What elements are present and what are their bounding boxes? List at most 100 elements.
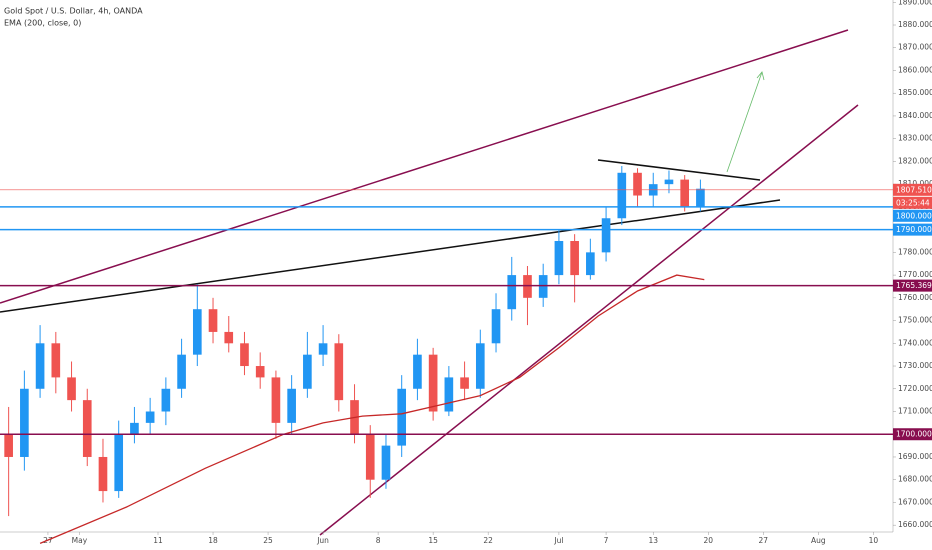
candle-body <box>82 400 92 457</box>
candle-body <box>4 434 13 457</box>
candle-body <box>271 377 281 423</box>
level-label-box <box>893 279 932 292</box>
candle-body <box>334 343 344 401</box>
y-tick-label: 1660.000 <box>898 520 932 529</box>
level-label-box <box>893 428 932 441</box>
x-tick-label: 13 <box>648 536 658 545</box>
candle-body <box>35 343 45 389</box>
y-tick-label: 1740.000 <box>898 338 932 347</box>
x-tick-label: 8 <box>376 536 381 545</box>
y-tick-label: 1720.000 <box>898 384 932 393</box>
candle-body <box>413 354 422 389</box>
y-tick-label: 1770.000 <box>898 270 932 279</box>
candle-body <box>192 309 202 355</box>
level-label: 1765.369 <box>896 281 932 290</box>
level-label-box <box>893 223 932 236</box>
channel-upper <box>0 29 849 304</box>
candle-body <box>696 188 705 207</box>
x-tick-label: 22 <box>483 536 493 545</box>
y-tick-label: 1690.000 <box>898 452 932 461</box>
candle-body <box>554 240 564 276</box>
x-tick-label: 27 <box>759 536 769 545</box>
candle-body <box>617 172 627 219</box>
y-tick-label: 1750.000 <box>898 316 932 325</box>
candle-body <box>130 422 139 435</box>
x-tick-label: 18 <box>208 536 218 545</box>
y-tick-label: 1830.000 <box>898 134 932 143</box>
x-tick-label: 20 <box>703 536 713 545</box>
candle-body <box>51 343 61 378</box>
candle-body <box>570 240 579 276</box>
candle-body <box>161 388 171 412</box>
y-tick-label: 1860.000 <box>898 65 932 74</box>
x-tick-label: Aug <box>811 536 826 545</box>
candle-body <box>208 309 218 332</box>
candle-body <box>145 411 155 423</box>
arrow-head <box>756 71 765 81</box>
candle-body <box>114 434 124 492</box>
candle-body <box>240 343 249 367</box>
y-tick-label: 1710.000 <box>898 407 932 416</box>
y-tick-label: 1760.000 <box>898 293 932 302</box>
candle-body <box>255 366 265 378</box>
candle-body <box>318 343 328 355</box>
candle-body <box>680 179 690 207</box>
candle-body <box>303 354 312 389</box>
candle-body <box>586 252 595 276</box>
candle-body <box>475 343 485 389</box>
drawings <box>0 29 859 536</box>
candle-body <box>491 309 501 344</box>
candle-body <box>538 275 548 298</box>
ema-line <box>39 274 705 544</box>
triangle-top <box>597 159 761 181</box>
x-tick-label: 10 <box>869 536 879 545</box>
indicator-label: EMA (200, close, 0) <box>4 19 81 28</box>
x-tick-label: 7 <box>604 536 609 545</box>
countdown-box <box>893 196 932 209</box>
y-tick-label: 1810.000 <box>898 179 932 188</box>
candle-body <box>428 354 438 412</box>
candle-body <box>177 354 186 389</box>
countdown: 03:25:44 <box>896 198 930 207</box>
y-tick-label: 1780.000 <box>898 247 932 256</box>
level-label-box <box>893 209 932 222</box>
level-label: 1800.000 <box>896 211 932 220</box>
level-label-box <box>893 183 932 196</box>
candle-body <box>523 275 532 298</box>
y-tick-label: 1840.000 <box>898 111 932 120</box>
candle-body <box>67 377 76 401</box>
x-tick-label: Jul <box>553 536 563 545</box>
y-tick-label: 1820.000 <box>898 156 932 165</box>
x-tick-label: Jun <box>316 536 329 545</box>
y-tick-label: 1730.000 <box>898 361 932 370</box>
candle-body <box>224 331 234 344</box>
x-tick-label: 15 <box>428 536 438 545</box>
candle-body <box>98 456 108 492</box>
y-tick-label: 1850.000 <box>898 88 932 97</box>
level-label: 1790.000 <box>896 225 932 234</box>
candle-body <box>365 434 375 480</box>
candle-body <box>397 388 407 446</box>
level-label: 1700.000 <box>896 430 932 439</box>
trend-line <box>0 199 781 313</box>
target-arrow <box>726 71 763 173</box>
candle-body <box>507 275 517 310</box>
candle-body <box>381 445 391 480</box>
candle-body <box>460 377 469 389</box>
y-tick-label: 1670.000 <box>898 497 932 506</box>
candle-body <box>664 179 674 185</box>
y-tick-label: 1890.000 <box>898 0 932 6</box>
x-tick-label: May <box>72 536 88 545</box>
candle-body <box>444 377 454 412</box>
level-label: 1807.510 <box>896 185 932 194</box>
chart-title: Gold Spot / U.S. Dollar, 4h, OANDA <box>4 7 143 16</box>
candle-body <box>601 218 611 253</box>
channel-lower <box>319 104 859 536</box>
x-tick-label: 11 <box>153 536 163 545</box>
y-tick-label: 1680.000 <box>898 475 932 484</box>
candle-body <box>287 388 296 423</box>
candle-body <box>20 388 29 457</box>
candle-body <box>633 172 642 196</box>
y-tick-label: 1870.000 <box>898 43 932 52</box>
